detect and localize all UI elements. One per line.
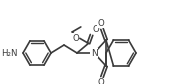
Text: O: O <box>98 19 104 28</box>
Text: O: O <box>98 78 104 84</box>
Text: O: O <box>72 34 79 43</box>
Text: N: N <box>91 48 97 58</box>
Text: H₂N: H₂N <box>2 48 18 58</box>
Text: O: O <box>93 25 99 34</box>
